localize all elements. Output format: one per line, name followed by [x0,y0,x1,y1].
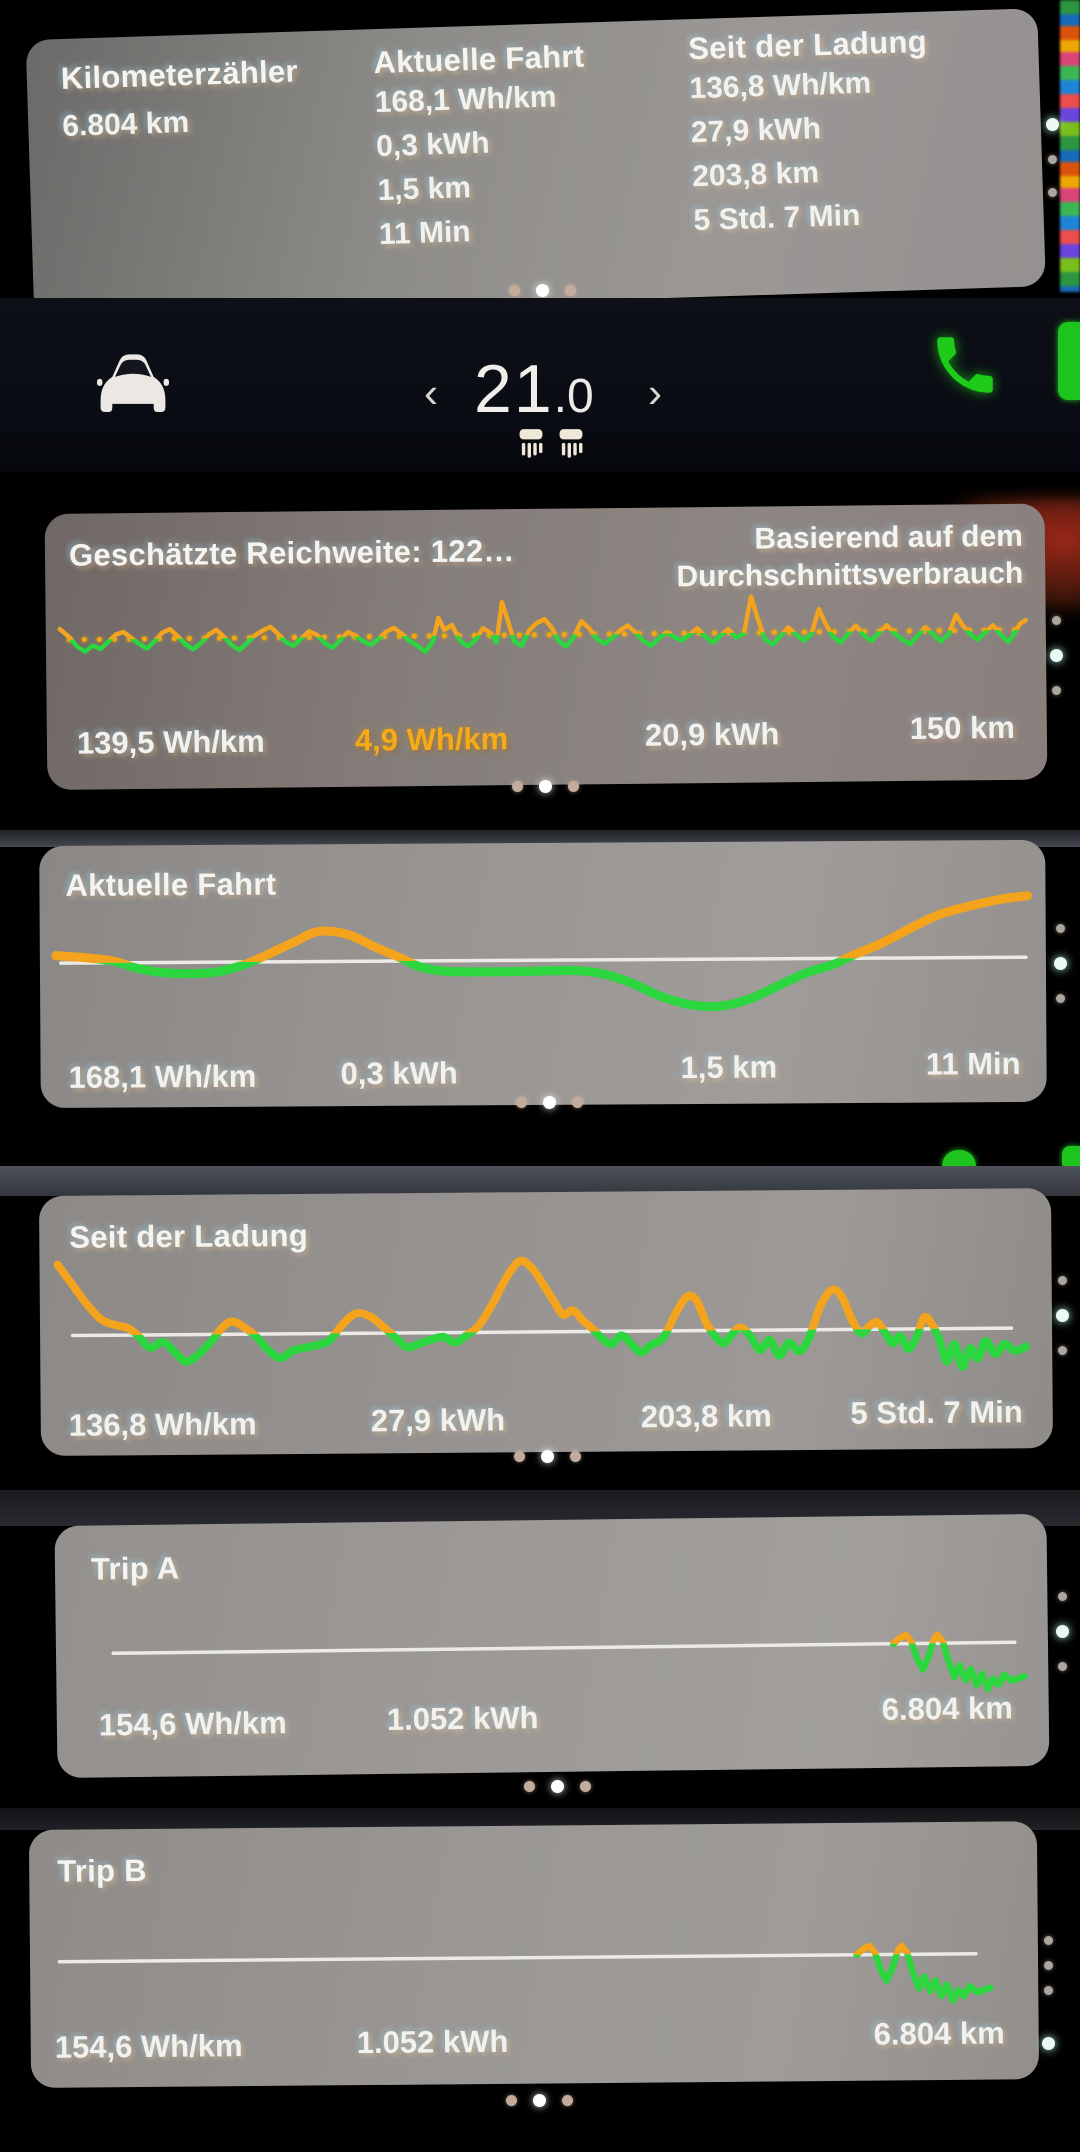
card-scroll-indicator [1056,1592,1069,1671]
card-scroll-indicator [1054,924,1067,1003]
temperature-decimal: .0 [553,370,594,423]
page-dot-active[interactable] [551,1780,564,1793]
page-dot-active[interactable] [541,1450,554,1463]
page-indicator[interactable] [516,1096,583,1109]
stat-consumption: 136,8 Wh/km [68,1406,257,1443]
chevron-left-icon[interactable]: ‹ [424,369,438,416]
screen-edge-artifact [1060,0,1080,292]
since-charge-column: Seit der Ladung 136,8 Wh/km 27,9 kWh 203… [688,24,933,243]
page-dot-active[interactable] [543,1096,556,1109]
odometer-column: Kilometerzähler 6.804 km [60,54,300,149]
stat-energy: 0,3 kWh [340,1055,458,1092]
seat-heater-left-icon[interactable] [516,428,546,460]
trip-a-chart [103,1580,1024,1715]
trip-b-card[interactable]: Trip B 154,6 Wh/km 1.052 kWh 6.804 km [28,1821,1040,2088]
current-drive-duration: 11 Min [378,215,472,252]
subtitle-line1: Basierend auf dem [754,519,1024,556]
range-stat-delta: 4,9 Wh/km [354,721,509,758]
page-dot[interactable] [568,781,579,792]
trip-a-card[interactable]: Trip A 154,6 Wh/km 1.052 kWh 6.804 km [54,1513,1050,1778]
stat-duration: 5 Std. 7 Min [850,1394,1023,1431]
stat-distance: 1,5 km [680,1049,778,1086]
cropped-green-icon [1058,322,1080,400]
range-stat-distance: 150 km [909,709,1016,746]
cropped-phone-icon-artifact [942,1150,976,1166]
temperature-control[interactable]: 21.0 [474,350,594,428]
chevron-right-icon[interactable]: › [648,369,662,416]
since-charge-chart [57,1244,1026,1394]
card-scroll-indicator [1042,1936,1055,2050]
stat-consumption: 168,1 Wh/km [68,1058,257,1095]
page-dot[interactable] [509,285,520,296]
page-indicator[interactable] [514,1450,581,1463]
since-charge-title: Seit der Ladung [687,23,928,67]
page-indicator[interactable] [506,2094,573,2107]
since-charge-consumption: 136,8 Wh/km [688,66,872,106]
current-drive-distance: 1,5 km [377,171,472,208]
seat-heater-right-icon[interactable] [556,428,586,460]
odometer-label: Kilometerzähler [60,53,299,96]
card-scroll-indicator [1046,118,1059,197]
page-dot-active[interactable] [533,2094,546,2107]
card-scroll-indicator [1056,1276,1069,1355]
page-dot[interactable] [524,1781,535,1792]
page-indicator[interactable] [512,780,579,793]
bottom-bar [0,298,1080,472]
phone-icon[interactable] [928,328,1002,402]
current-drive-energy: 0,3 kWh [375,126,490,164]
stat-distance: 6.804 km [873,2015,1005,2052]
trip-b-chart [49,1892,990,2024]
range-stat-consumption: 139,5 Wh/km [76,723,265,761]
since-charge-card[interactable]: Seit der Ladung 136,8 Wh/km 27,9 kWh 203… [38,1188,1053,1456]
page-dot[interactable] [512,781,523,792]
page-dot[interactable] [562,2095,573,2106]
since-charge-distance: 203,8 km [691,156,820,194]
odometer-value: 6.804 km [61,105,190,143]
current-drive-consumption: 168,1 Wh/km [374,80,557,120]
stat-distance: 203,8 km [640,1398,772,1435]
stat-consumption: 154,6 Wh/km [98,1705,287,1743]
stat-consumption: 154,6 Wh/km [54,2028,243,2065]
page-dot[interactable] [514,1451,525,1462]
since-charge-energy: 27,9 kWh [690,112,822,150]
stat-energy: 1.052 kWh [386,1700,539,1737]
page-dot[interactable] [570,1451,581,1462]
trip-summary-card[interactable]: Kilometerzähler 6.804 km Aktuelle Fahrt … [25,8,1046,318]
page-dot-active[interactable] [536,284,549,297]
current-drive-card[interactable]: Aktuelle Fahrt 168,1 Wh/km 0,3 kWh 1,5 k… [39,839,1047,1108]
estimated-range-card[interactable]: Geschätzte Reichweite: 122… Basierend au… [44,503,1048,790]
page-dot[interactable] [506,2095,517,2106]
range-consumption-chart [59,588,1026,718]
card-scroll-indicator [1050,616,1063,695]
since-charge-duration: 5 Std. 7 Min [693,198,861,238]
stat-energy: 27,9 kWh [370,1402,506,1439]
car-front-icon[interactable] [88,342,178,428]
stat-distance: 6.804 km [881,1690,1013,1727]
range-stat-energy: 20,9 kWh [644,716,780,753]
trip-a-title: Trip A [90,1550,180,1587]
cropped-green-icon [1062,1146,1080,1166]
current-drive-column: Aktuelle Fahrt 168,1 Wh/km 0,3 kWh 1,5 k… [373,39,590,258]
temperature-value: 21 [474,351,554,427]
page-dot[interactable] [572,1097,583,1108]
stat-energy: 1.052 kWh [356,2023,509,2061]
page-dot[interactable] [580,1781,591,1792]
page-dot[interactable] [565,285,576,296]
page-dot-active[interactable] [539,780,552,793]
page-dot[interactable] [516,1097,527,1108]
range-card-title: Geschätzte Reichweite: 122… [68,533,515,573]
trip-b-title: Trip B [57,1852,148,1889]
page-indicator[interactable] [524,1780,591,1793]
page-indicator[interactable] [509,284,576,297]
stat-duration: 11 Min [925,1046,1021,1082]
range-card-subtitle: Basierend auf dem Durchschnittsverbrauch [676,518,1024,596]
current-drive-chart [56,892,1029,1048]
